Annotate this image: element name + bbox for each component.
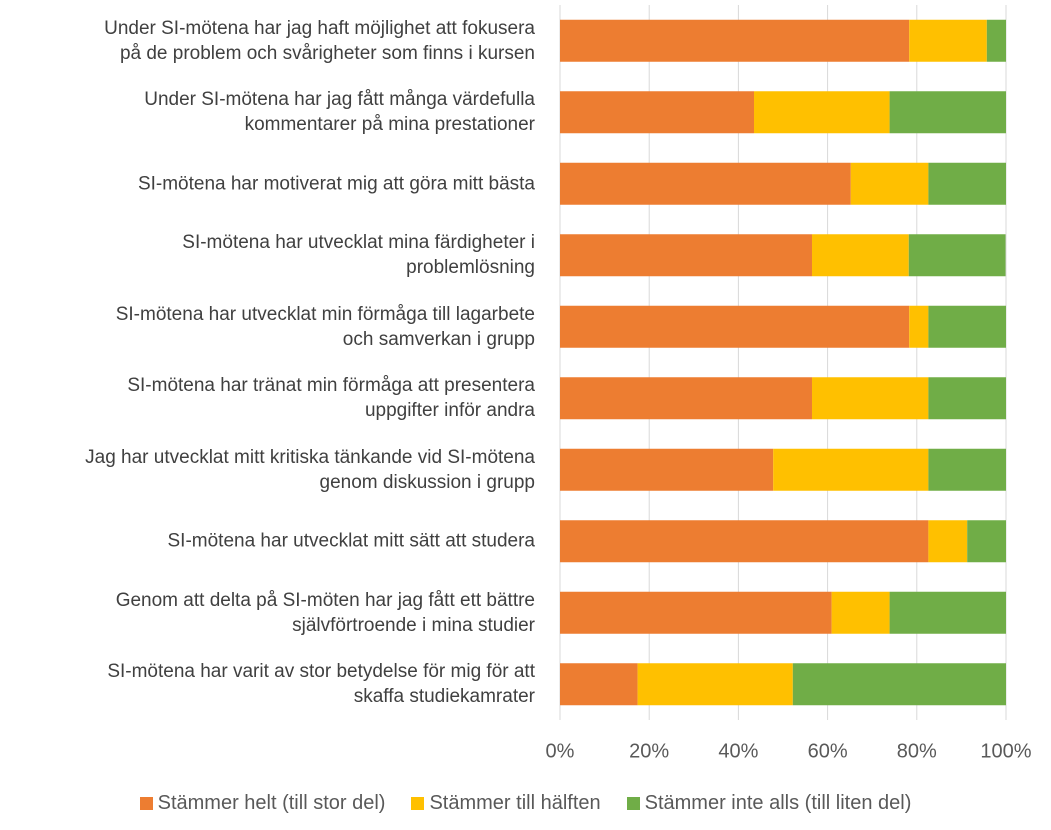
bar-segment — [792, 663, 1006, 706]
legend-item: Stämmer helt (till stor del) — [139, 792, 386, 815]
category-label: SI-mötena har utvecklat min förmåga till… — [115, 303, 535, 350]
x-tick-label: 80% — [897, 740, 937, 762]
bar-segment — [928, 520, 968, 563]
category-label: SI-mötena har utvecklat mitt sätt att st… — [167, 530, 536, 552]
bar-segment — [560, 663, 638, 706]
bar-segment — [831, 591, 890, 634]
category-label: Genom att delta på SI-möten har jag fått… — [115, 589, 535, 636]
bar-segment — [560, 305, 910, 348]
bar-segment — [560, 19, 910, 62]
bar-segment — [928, 377, 1006, 420]
legend-label: Stämmer inte alls (till liten del) — [644, 792, 912, 814]
bar-segment — [811, 234, 909, 277]
x-tick-label: 60% — [808, 740, 848, 762]
bar-segment — [754, 91, 890, 134]
x-tick-label: 100% — [980, 740, 1031, 762]
bar-segment — [560, 162, 851, 205]
bar-segment — [811, 377, 929, 420]
x-tick-label: 40% — [718, 740, 758, 762]
bar-segment — [560, 591, 832, 634]
category-label: Under SI-mötena har jag haft möjlighet a… — [104, 17, 535, 64]
bar-segment — [908, 234, 1006, 277]
bar-segment — [928, 448, 1006, 491]
bar-segment — [560, 448, 774, 491]
bar-segment — [889, 591, 1006, 634]
bar-segment — [889, 91, 1006, 134]
bar-segment — [967, 520, 1006, 563]
legend: Stämmer helt (till stor del) Stämmer till… — [0, 792, 1051, 815]
category-label: SI-mötena har motiverat mig att göra mit… — [137, 173, 535, 195]
bar-segment — [560, 234, 812, 277]
legend-label: Stämmer till hälften — [429, 792, 601, 814]
bar-segment — [928, 305, 1006, 348]
bar-segment — [986, 19, 1006, 62]
bar-segment — [560, 377, 812, 420]
legend-swatch — [139, 797, 153, 810]
category-label: Under SI-mötena har jag fått många värde… — [144, 89, 535, 136]
legend-item: Stämmer till hälften — [411, 792, 601, 815]
category-label: Jag har utvecklat mitt kritiska tänkande… — [85, 446, 535, 493]
x-tick-label: 0% — [546, 740, 575, 762]
bar-segment — [560, 520, 929, 563]
bar-segment — [909, 19, 987, 62]
x-tick-label: 20% — [629, 740, 669, 762]
legend-swatch — [626, 797, 640, 810]
category-label: SI-mötena har utvecklat mina färdigheter… — [182, 232, 535, 279]
legend-item: Stämmer inte alls (till liten del) — [626, 792, 912, 815]
legend-label: Stämmer helt (till stor del) — [157, 792, 386, 814]
bar-segment — [850, 162, 929, 205]
bar-segment — [560, 91, 755, 134]
category-label: SI-mötena har varit av stor betydelse fö… — [107, 661, 535, 708]
bar-segment — [928, 162, 1006, 205]
category-label: SI-mötena har tränat min förmåga att pre… — [127, 375, 535, 422]
bar-segment — [637, 663, 793, 706]
bar-segment — [909, 305, 929, 348]
legend-swatch — [411, 797, 425, 810]
bar-segment — [773, 448, 929, 491]
